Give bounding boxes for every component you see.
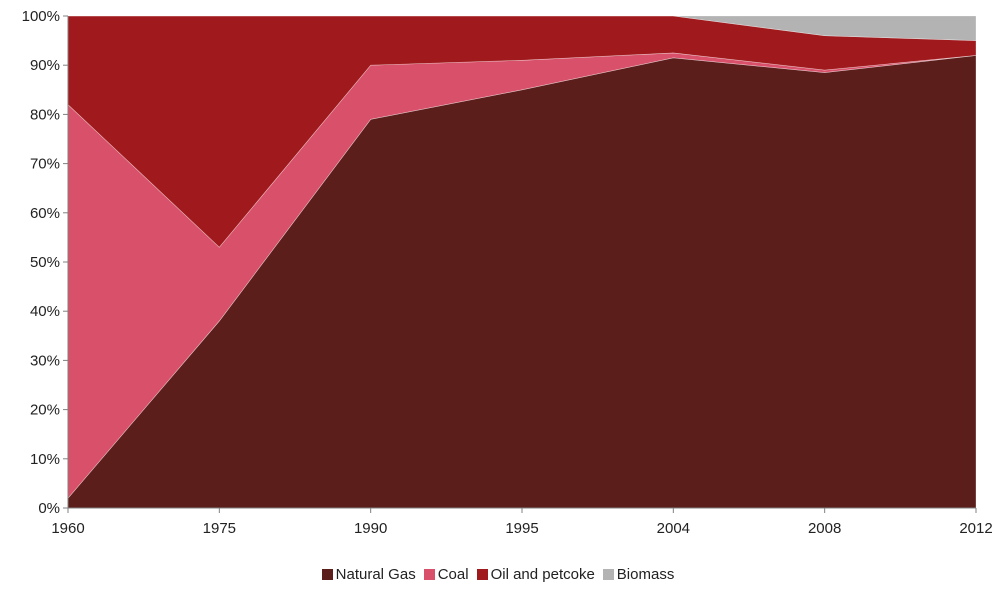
stacked-area-chart: 0%10%20%30%40%50%60%70%80%90%100% 1960 19… bbox=[22, 8, 993, 537]
x-tick-label: 2008 bbox=[808, 520, 841, 537]
legend-swatch bbox=[423, 569, 435, 580]
x-tick-labels: 1960 1975 1990 1995 2004 2008 2012 bbox=[51, 520, 992, 537]
y-tick-label: 90% bbox=[30, 57, 60, 74]
x-tick-label: 2004 bbox=[657, 520, 690, 537]
legend-swatch bbox=[602, 569, 614, 580]
legend-item: Coal bbox=[423, 566, 469, 583]
legend-item: Oil and petcoke bbox=[476, 566, 595, 583]
area-biomass bbox=[68, 15, 977, 41]
x-tick-label: 2012 bbox=[959, 520, 992, 537]
y-tick-label: 0% bbox=[38, 500, 60, 517]
y-tick-label: 50% bbox=[30, 254, 60, 271]
legend-item: Biomass bbox=[602, 566, 675, 583]
y-tick-label: 30% bbox=[30, 352, 60, 369]
y-tick-label: 10% bbox=[30, 451, 60, 468]
legend-label: Oil and petcoke bbox=[490, 566, 595, 583]
y-tick-label: 40% bbox=[30, 303, 60, 320]
x-tick-label: 1995 bbox=[505, 520, 538, 537]
y-tick-label: 100% bbox=[22, 8, 60, 25]
y-tick-label: 70% bbox=[30, 156, 60, 173]
legend-swatch bbox=[321, 569, 333, 580]
axes-group bbox=[63, 15, 977, 513]
legend-label: Coal bbox=[437, 566, 469, 583]
legend-item: Natural Gas bbox=[321, 566, 416, 583]
x-tick-label: 1975 bbox=[203, 520, 236, 537]
legend-swatch bbox=[476, 569, 488, 580]
area-series-group bbox=[67, 15, 977, 509]
legend-label: Natural Gas bbox=[335, 566, 416, 583]
y-tick-labels: 0% 10% 20% 30% 40% 50% 60% 70% 80% 90% 100% bbox=[22, 8, 60, 517]
y-tick-label: 80% bbox=[30, 106, 60, 123]
x-tick-label: 1990 bbox=[354, 520, 387, 537]
legend: Natural Gas Coal Oil and petcoke Biomass bbox=[0, 566, 996, 583]
y-tick-label: 20% bbox=[30, 402, 60, 419]
legend-label: Biomass bbox=[616, 566, 675, 583]
y-tick-label: 60% bbox=[30, 205, 60, 222]
x-tick-label: 1960 bbox=[51, 520, 84, 537]
